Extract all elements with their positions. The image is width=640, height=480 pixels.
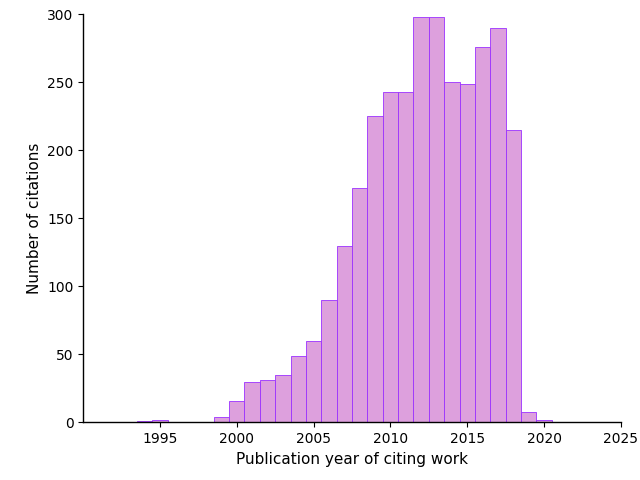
Bar (429, 17, 444, 422)
Bar (137, 421, 152, 422)
Bar (244, 382, 260, 422)
Bar (291, 356, 306, 422)
Bar (444, 83, 460, 422)
X-axis label: Publication year of citing work: Publication year of citing work (236, 452, 468, 467)
Bar (214, 417, 229, 422)
Bar (152, 420, 168, 422)
Bar (229, 401, 244, 422)
Bar (398, 92, 413, 422)
Bar (506, 130, 521, 422)
Bar (275, 375, 291, 422)
Bar (383, 92, 398, 422)
Bar (490, 28, 506, 422)
Bar (413, 17, 429, 422)
Y-axis label: Number of citations: Number of citations (26, 143, 42, 294)
Bar (460, 84, 475, 422)
Bar (260, 380, 275, 422)
Bar (337, 246, 352, 422)
Bar (475, 47, 490, 422)
Bar (367, 116, 383, 422)
Bar (352, 189, 367, 422)
Bar (521, 411, 536, 422)
Bar (536, 420, 552, 422)
Bar (306, 341, 321, 422)
Bar (321, 300, 337, 422)
